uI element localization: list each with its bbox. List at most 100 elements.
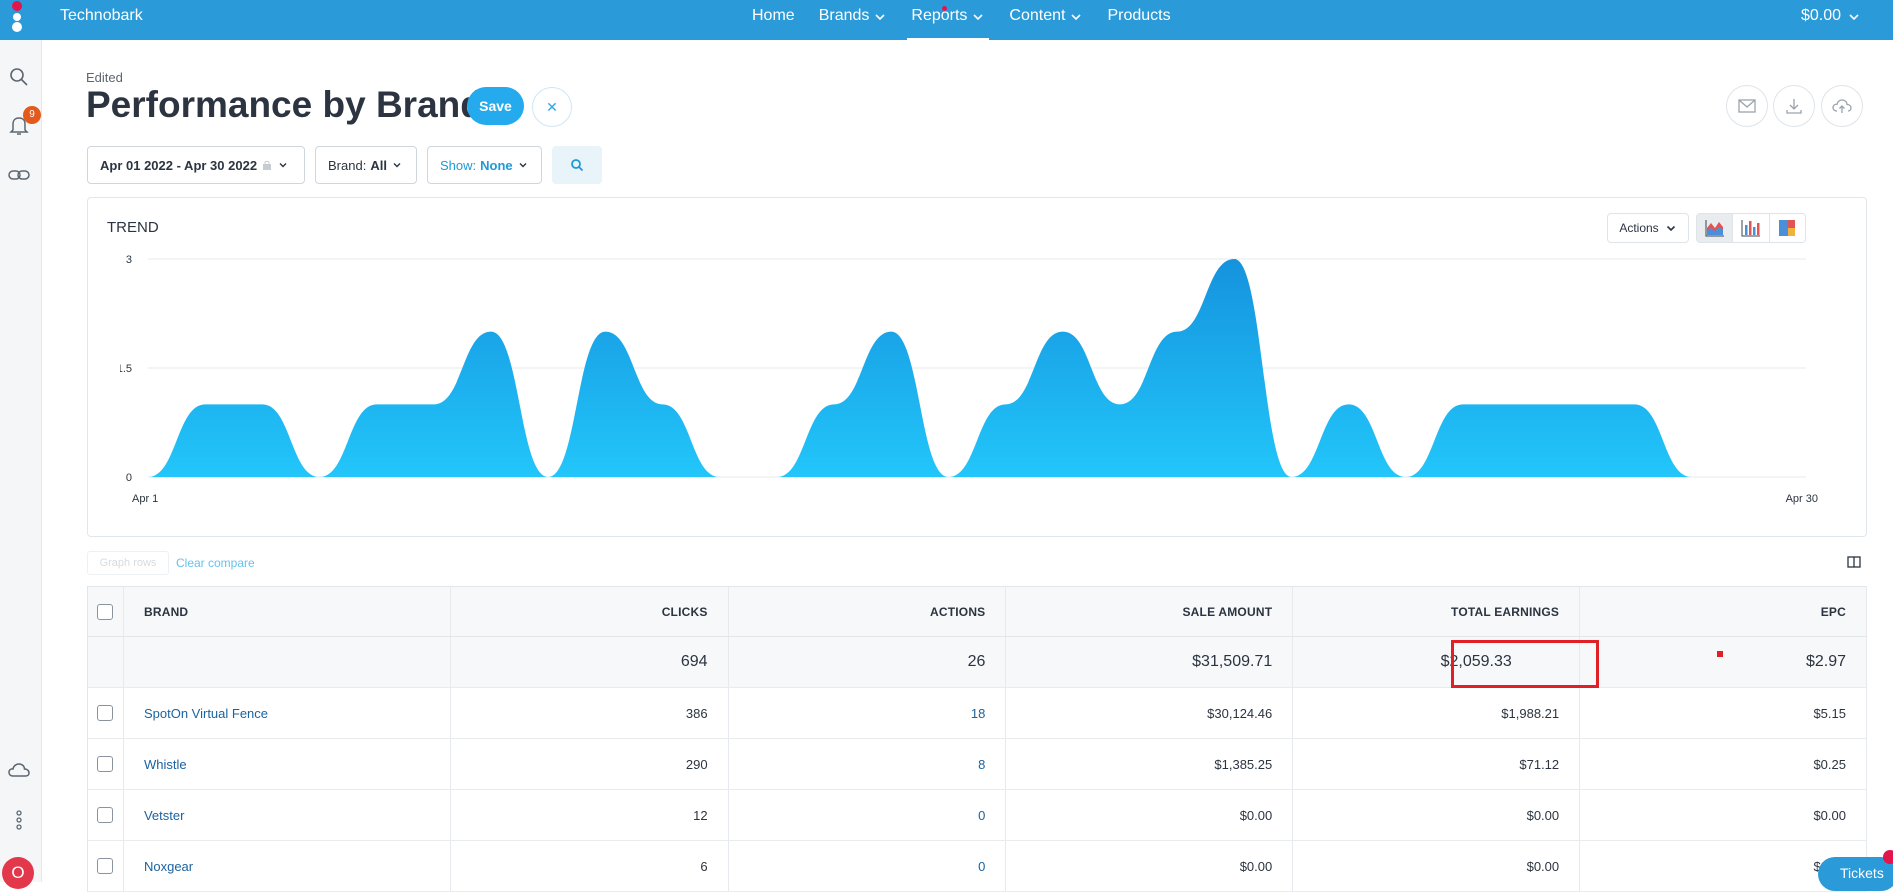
chevron-down-icon — [1849, 14, 1859, 21]
app-logo-icon[interactable] — [6, 0, 28, 40]
nav-content[interactable]: Content — [997, 0, 1095, 40]
area-chart-button[interactable] — [1697, 214, 1734, 242]
actions-link[interactable]: 0 — [978, 807, 986, 823]
nav-brands[interactable]: Brands — [807, 0, 947, 40]
actions-link[interactable]: 18 — [970, 705, 986, 721]
brand-cell: Vetster — [123, 789, 451, 841]
brand-filter[interactable]: Brand: All — [315, 146, 417, 184]
cloud-icon[interactable] — [7, 758, 31, 782]
actions-link[interactable]: 8 — [978, 756, 986, 772]
bar-chart-button[interactable] — [1733, 214, 1770, 242]
brand-filter-label: Brand: — [328, 157, 367, 173]
brand-link[interactable]: Noxgear — [143, 858, 194, 874]
brand-link[interactable]: SpotOn Virtual Fence — [143, 705, 269, 721]
search-button[interactable] — [552, 146, 602, 184]
brand-filter-value: All — [370, 157, 387, 173]
search-icon[interactable] — [7, 65, 31, 89]
notification-badge: 9 — [23, 106, 41, 124]
cursor-marker — [1717, 651, 1723, 657]
row-checkbox-cell — [87, 789, 124, 841]
totals-row: 694 26 $31,509.71 $2,059.33 $2.97 — [87, 636, 1867, 688]
show-filter-label: Show: — [440, 157, 477, 173]
bar-chart-icon — [1741, 220, 1760, 237]
chart-actions-button[interactable]: Actions — [1607, 213, 1689, 243]
table-row: Noxgear 6 0 $0.00 $0.00 $0.00 — [87, 840, 1867, 892]
clicks-cell: 290 — [450, 738, 729, 790]
graph-rows-button[interactable]: Graph rows — [87, 551, 169, 575]
column-header-clicks[interactable]: CLICKS — [450, 586, 729, 637]
brand-cell: Noxgear — [123, 840, 451, 892]
nav-reports[interactable]: Reports — [899, 0, 997, 40]
download-button[interactable] — [1773, 85, 1815, 127]
link-icon[interactable] — [7, 163, 31, 187]
trend-title: TREND — [107, 219, 159, 236]
brand-cell: Whistle — [123, 738, 451, 790]
clicks-cell: 386 — [450, 687, 729, 739]
actions-cell: 8 — [728, 738, 1007, 790]
top-bar: Technobark Home Brands Reports Content P… — [0, 0, 1893, 40]
column-header-actions[interactable]: ACTIONS — [728, 586, 1007, 637]
total-earnings-cell: $0.00 — [1292, 840, 1581, 892]
trend-card — [87, 197, 1867, 537]
column-header-total-earnings[interactable]: TOTAL EARNINGS — [1292, 586, 1581, 637]
columns-icon[interactable] — [1847, 555, 1861, 569]
select-all-checkbox[interactable] — [97, 603, 114, 620]
sale-amount-cell: $0.00 — [1005, 789, 1294, 841]
column-header-brand[interactable]: BRAND — [123, 586, 451, 637]
bell-icon[interactable] — [7, 113, 31, 137]
save-button[interactable]: Save — [467, 87, 524, 125]
email-button[interactable] — [1726, 85, 1768, 127]
totals-epc: $2.97 — [1579, 636, 1867, 688]
row-checkbox[interactable] — [97, 756, 114, 773]
nav-products[interactable]: Products — [1095, 0, 1182, 40]
brand-link[interactable]: Whistle — [143, 756, 187, 772]
row-checkbox-cell — [87, 738, 124, 790]
treemap-chart-icon — [1779, 220, 1796, 236]
total-earnings-cell: $1,988.21 — [1292, 687, 1581, 739]
date-range-filter[interactable]: Apr 01 2022 - Apr 30 2022 — [87, 146, 305, 184]
chevron-down-icon — [393, 163, 401, 168]
tickets-notification-dot — [1883, 850, 1893, 864]
column-header-epc[interactable]: EPC — [1579, 586, 1867, 637]
envelope-icon — [1738, 99, 1756, 113]
epc-cell: $5.15 — [1579, 687, 1867, 739]
left-rail — [0, 40, 42, 882]
treemap-chart-button[interactable] — [1770, 214, 1805, 242]
app-title: Technobark — [60, 7, 143, 24]
column-header-sale-amount[interactable]: SALE AMOUNT — [1005, 586, 1294, 637]
brand-performance-table: BRAND CLICKS ACTIONS SALE AMOUNT TOTAL E… — [87, 586, 1867, 892]
epc-cell: $0.00 — [1579, 789, 1867, 841]
row-checkbox-cell — [87, 687, 124, 739]
sale-amount-cell: $1,385.25 — [1005, 738, 1294, 790]
cloud-upload-button[interactable] — [1821, 85, 1863, 127]
clear-compare-link[interactable]: Clear compare — [176, 556, 255, 570]
row-checkbox[interactable] — [97, 705, 114, 722]
epc-cell: $0.25 — [1579, 738, 1867, 790]
date-range-value: Apr 01 2022 - Apr 30 2022 — [100, 157, 258, 173]
tickets-button[interactable]: Tickets — [1818, 857, 1893, 891]
totals-clicks: 694 — [450, 636, 729, 688]
balance-amount: $0.00 — [1800, 7, 1841, 24]
totals-brand — [123, 636, 451, 688]
actions-cell: 18 — [728, 687, 1007, 739]
totals-actions: 26 — [728, 636, 1007, 688]
table-row: Whistle 290 8 $1,385.25 $71.12 $0.25 — [87, 738, 1867, 790]
row-checkbox-cell — [87, 840, 124, 892]
totals-checkbox-cell — [87, 636, 124, 688]
more-vertical-icon[interactable] — [7, 808, 31, 832]
row-checkbox[interactable] — [97, 858, 114, 875]
row-checkbox[interactable] — [97, 807, 114, 824]
highlight-box — [1451, 640, 1599, 688]
nav-home[interactable]: Home — [740, 0, 807, 40]
sale-amount-cell: $30,124.46 — [1005, 687, 1294, 739]
brand-cell: SpotOn Virtual Fence — [123, 687, 451, 739]
show-filter[interactable]: Show: None — [427, 146, 542, 184]
brand-link[interactable]: Vetster — [143, 807, 185, 823]
cloud-upload-icon — [1832, 99, 1852, 113]
actions-link[interactable]: 0 — [978, 858, 986, 874]
close-icon[interactable]: ✕ — [532, 87, 572, 127]
balance-menu[interactable]: $0.00 — [1801, 7, 1861, 25]
totals-total-earnings: $2,059.33 — [1292, 636, 1581, 688]
actions-cell: 0 — [728, 789, 1007, 841]
avatar[interactable]: O — [2, 857, 34, 889]
